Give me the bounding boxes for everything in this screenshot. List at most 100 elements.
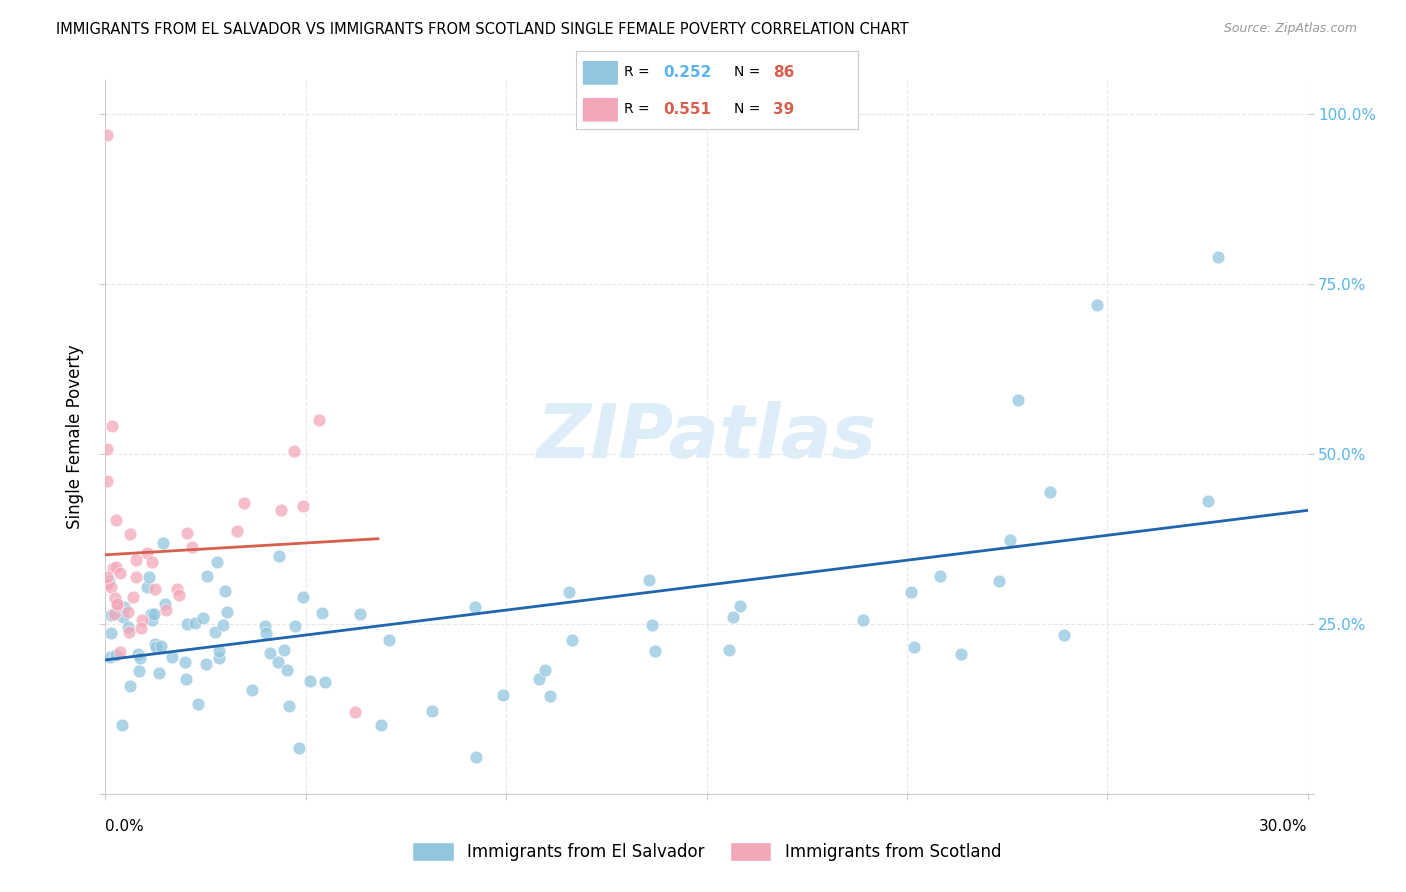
Point — [183, 615, 205, 630]
Point — [100, 607, 122, 622]
Text: 30.0%: 30.0% — [1260, 819, 1308, 834]
Point — [107, 597, 129, 611]
Point — [644, 644, 666, 658]
Point — [195, 569, 218, 583]
Point — [728, 599, 751, 613]
Point — [212, 617, 235, 632]
Point — [98, 574, 121, 588]
Point — [145, 637, 167, 651]
Point — [205, 556, 228, 570]
Legend: Immigrants from El Salvador, Immigrants from Scotland: Immigrants from El Salvador, Immigrants … — [405, 835, 1008, 868]
Text: N =: N = — [734, 65, 765, 79]
Point — [267, 549, 290, 563]
Point — [136, 546, 159, 560]
Point — [723, 610, 745, 624]
Point — [143, 582, 166, 596]
Text: Source: ZipAtlas.com: Source: ZipAtlas.com — [1223, 22, 1357, 36]
Text: ZIPatlas: ZIPatlas — [537, 401, 876, 474]
Point — [160, 650, 183, 665]
Point — [343, 706, 366, 720]
Point — [152, 536, 174, 550]
Point — [104, 648, 127, 663]
Point — [998, 533, 1021, 548]
Point — [349, 607, 371, 621]
Point — [167, 588, 190, 602]
Point — [558, 585, 581, 599]
Point — [120, 526, 142, 541]
Y-axis label: Single Female Poverty: Single Female Poverty — [66, 345, 84, 529]
Point — [96, 576, 118, 591]
Point — [108, 566, 131, 581]
Point — [98, 649, 121, 664]
Text: 0.252: 0.252 — [664, 65, 711, 80]
Point — [166, 582, 188, 596]
Point — [143, 607, 166, 621]
Point — [207, 651, 229, 665]
Point — [181, 541, 204, 555]
Point — [141, 555, 163, 569]
Point — [112, 599, 135, 614]
Text: R =: R = — [624, 103, 654, 116]
Point — [145, 640, 167, 654]
Point — [370, 718, 392, 732]
Point — [187, 697, 209, 711]
Point — [155, 602, 177, 616]
Point — [125, 570, 148, 584]
Point — [127, 647, 149, 661]
Point — [108, 645, 131, 659]
Point — [155, 597, 177, 611]
Point — [176, 617, 198, 632]
Point — [148, 665, 170, 680]
FancyBboxPatch shape — [582, 61, 619, 86]
Text: 0.0%: 0.0% — [105, 819, 145, 834]
Point — [1206, 250, 1229, 264]
Point — [96, 442, 118, 456]
Point — [208, 644, 231, 658]
Text: N =: N = — [734, 103, 765, 116]
Point — [176, 672, 198, 686]
Point — [291, 590, 314, 604]
Point — [101, 419, 124, 434]
Point — [101, 561, 124, 575]
Point — [308, 413, 330, 427]
Point — [311, 607, 333, 621]
Point — [291, 500, 314, 514]
Point — [150, 639, 173, 653]
Point — [1039, 485, 1062, 500]
Text: 86: 86 — [773, 65, 794, 80]
Point — [240, 682, 263, 697]
Point — [105, 513, 128, 527]
FancyBboxPatch shape — [582, 97, 619, 122]
Point — [492, 688, 515, 702]
Point — [121, 590, 143, 604]
Point — [1085, 297, 1108, 311]
Text: 39: 39 — [773, 102, 794, 117]
Point — [225, 524, 247, 538]
Point — [314, 675, 336, 690]
Point — [174, 655, 197, 669]
Point — [194, 657, 217, 672]
Point — [1053, 628, 1076, 642]
Point — [949, 648, 972, 662]
Point — [420, 705, 443, 719]
Point — [903, 640, 925, 654]
Point — [637, 573, 659, 587]
Point — [284, 619, 307, 633]
Point — [533, 663, 555, 677]
Point — [128, 664, 150, 678]
Point — [270, 503, 292, 517]
Point — [214, 584, 236, 599]
Point — [267, 655, 290, 669]
Point — [176, 525, 198, 540]
Point — [378, 632, 401, 647]
Point — [117, 620, 139, 634]
Point — [139, 607, 162, 622]
Point — [254, 626, 277, 640]
Point — [641, 617, 664, 632]
Point — [129, 651, 152, 665]
Point — [988, 574, 1011, 588]
Point — [283, 444, 305, 458]
Point — [276, 663, 298, 677]
Point — [273, 643, 295, 657]
Point — [118, 625, 141, 640]
